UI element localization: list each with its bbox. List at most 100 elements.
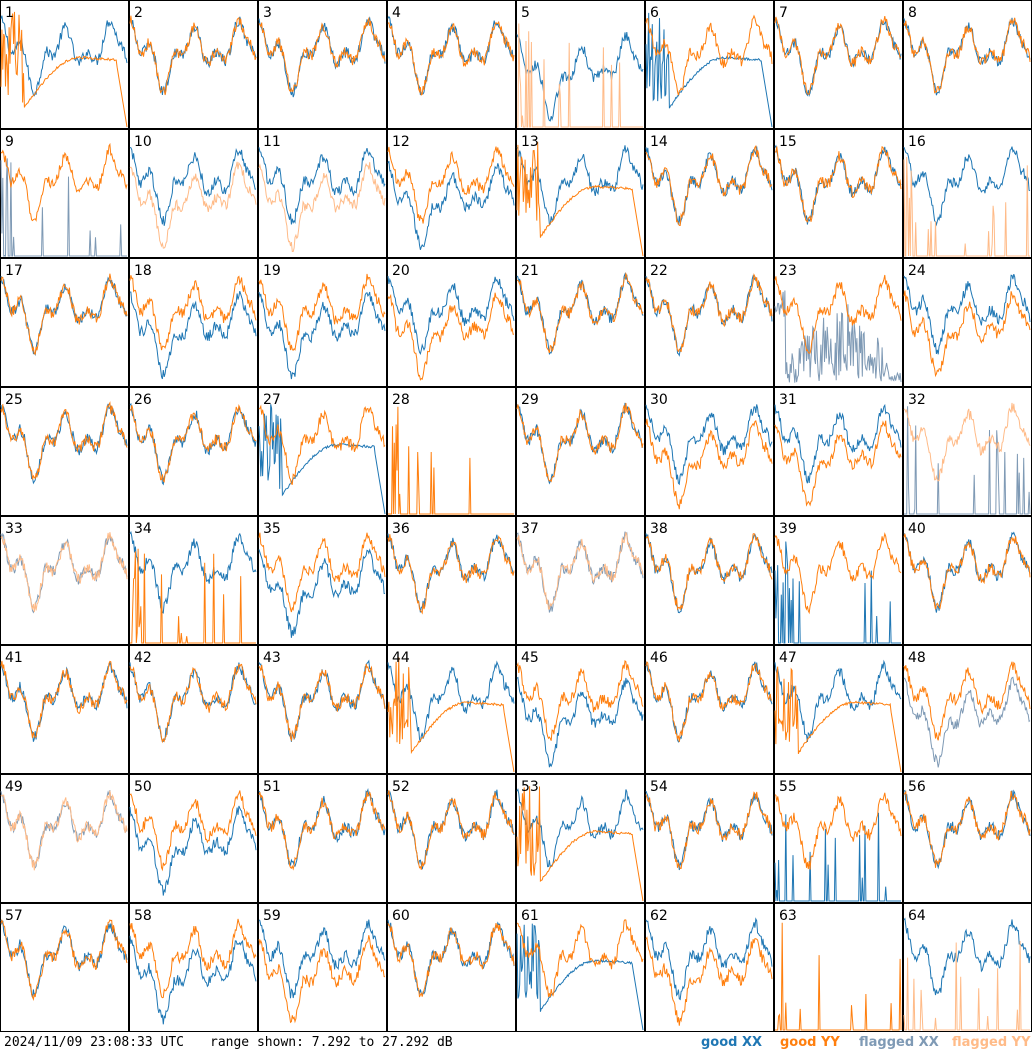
series-xx-line (258, 291, 386, 380)
panel-label: 28 (392, 392, 410, 408)
series-yy-line (903, 17, 1031, 94)
series-yy-line (387, 790, 515, 870)
panel-label: 14 (650, 134, 668, 150)
series-yy-line (258, 273, 386, 351)
panel-label: 29 (521, 392, 539, 408)
panel-frame (129, 903, 258, 1032)
panel-label: 24 (908, 263, 926, 279)
series-yy-line (129, 15, 257, 96)
panel-13: 13 (516, 129, 645, 258)
series-xx-line (645, 661, 773, 743)
panel-frame (258, 129, 387, 258)
series-xx-line (516, 788, 644, 869)
panel-label: 45 (521, 650, 539, 666)
series-yy-line (258, 532, 386, 613)
panel-27: 27 (258, 387, 387, 516)
panel-label: 56 (908, 779, 926, 795)
panel-label: 10 (134, 134, 152, 150)
panel-49: 49 (0, 774, 129, 903)
series-xx-line (903, 146, 1031, 227)
panel-24: 24 (903, 258, 1032, 387)
panel-label: 8 (908, 5, 917, 21)
panel-label: 37 (521, 521, 539, 537)
panel-57: 57 (0, 903, 129, 1032)
series-xx-line (645, 533, 773, 614)
panel-label: 46 (650, 650, 668, 666)
series-yy-line (516, 786, 644, 902)
panel-32: 32 (903, 387, 1032, 516)
series-xx-line (258, 919, 386, 999)
panel-39: 39 (774, 516, 903, 645)
panel-frame (387, 516, 516, 645)
series-xx-line (645, 404, 773, 486)
panel-label: 23 (779, 263, 797, 279)
panel-18: 18 (129, 258, 258, 387)
panel-44: 44 (387, 645, 516, 774)
series-xx-line (258, 404, 386, 515)
series-yy-line (774, 146, 902, 223)
series-yy-line (387, 534, 515, 615)
series-yy-line (903, 156, 1030, 257)
series-xx-line (774, 812, 901, 902)
series-xx-line (645, 146, 773, 225)
panel-label: 25 (5, 392, 23, 408)
series-xx-line (774, 290, 902, 383)
panel-label: 57 (5, 908, 23, 924)
panel-label: 32 (908, 392, 926, 408)
panel-label: 49 (5, 779, 23, 795)
panel-label: 12 (392, 134, 410, 150)
series-yy-line (903, 533, 1031, 610)
series-yy-line (645, 14, 773, 96)
panel-30: 30 (645, 387, 774, 516)
panel-35: 35 (258, 516, 387, 645)
panel-58: 58 (129, 903, 258, 1032)
panel-label: 33 (5, 521, 23, 537)
series-xx-line (903, 917, 1031, 996)
panel-43: 43 (258, 645, 387, 774)
series-yy-line (645, 532, 773, 611)
series-yy-line (774, 274, 902, 354)
panel-label: 58 (134, 908, 152, 924)
panel-frame (387, 129, 516, 258)
series-xx-line (0, 532, 128, 614)
panel-21: 21 (516, 258, 645, 387)
panel-label: 22 (650, 263, 668, 279)
panel-56: 56 (903, 774, 1032, 903)
legend-good-xx: good XX (701, 1035, 763, 1050)
panel-42: 42 (129, 645, 258, 774)
series-yy-line (258, 935, 386, 1024)
panel-label: 19 (263, 263, 281, 279)
panel-label: 59 (263, 908, 281, 924)
series-yy-line (774, 16, 902, 95)
panel-64: 64 (903, 903, 1032, 1032)
series-xx-line (129, 935, 257, 1025)
panel-59: 59 (258, 903, 387, 1032)
panel-3: 3 (258, 0, 387, 129)
panel-frame (387, 903, 516, 1032)
panel-46: 46 (645, 645, 774, 774)
panel-label: 60 (392, 908, 410, 924)
panel-label: 36 (392, 521, 410, 537)
panel-60: 60 (387, 903, 516, 1032)
series-yy-line (388, 406, 514, 515)
legend-flagged-yy: flagged YY (952, 1035, 1031, 1050)
series-xx-line (387, 276, 515, 356)
panel-9: 9 (0, 129, 129, 258)
series-yy-line (903, 940, 1030, 1031)
panel-33: 33 (0, 516, 129, 645)
series-yy-line (0, 401, 128, 480)
series-yy-line (903, 661, 1031, 741)
series-yy-line (129, 918, 257, 999)
series-yy-line (387, 292, 514, 381)
panel-6: 6 (645, 0, 774, 129)
series-xx-line (129, 805, 257, 896)
series-xx-line (258, 147, 386, 225)
panel-label: 61 (521, 908, 539, 924)
panel-frame (129, 258, 258, 387)
panel-47: 47 (774, 645, 903, 774)
series-xx-line (645, 917, 773, 1001)
panel-label: 30 (650, 392, 668, 408)
series-yy-line (516, 532, 644, 610)
series-yy-line (387, 657, 515, 773)
panel-label: 62 (650, 908, 668, 924)
